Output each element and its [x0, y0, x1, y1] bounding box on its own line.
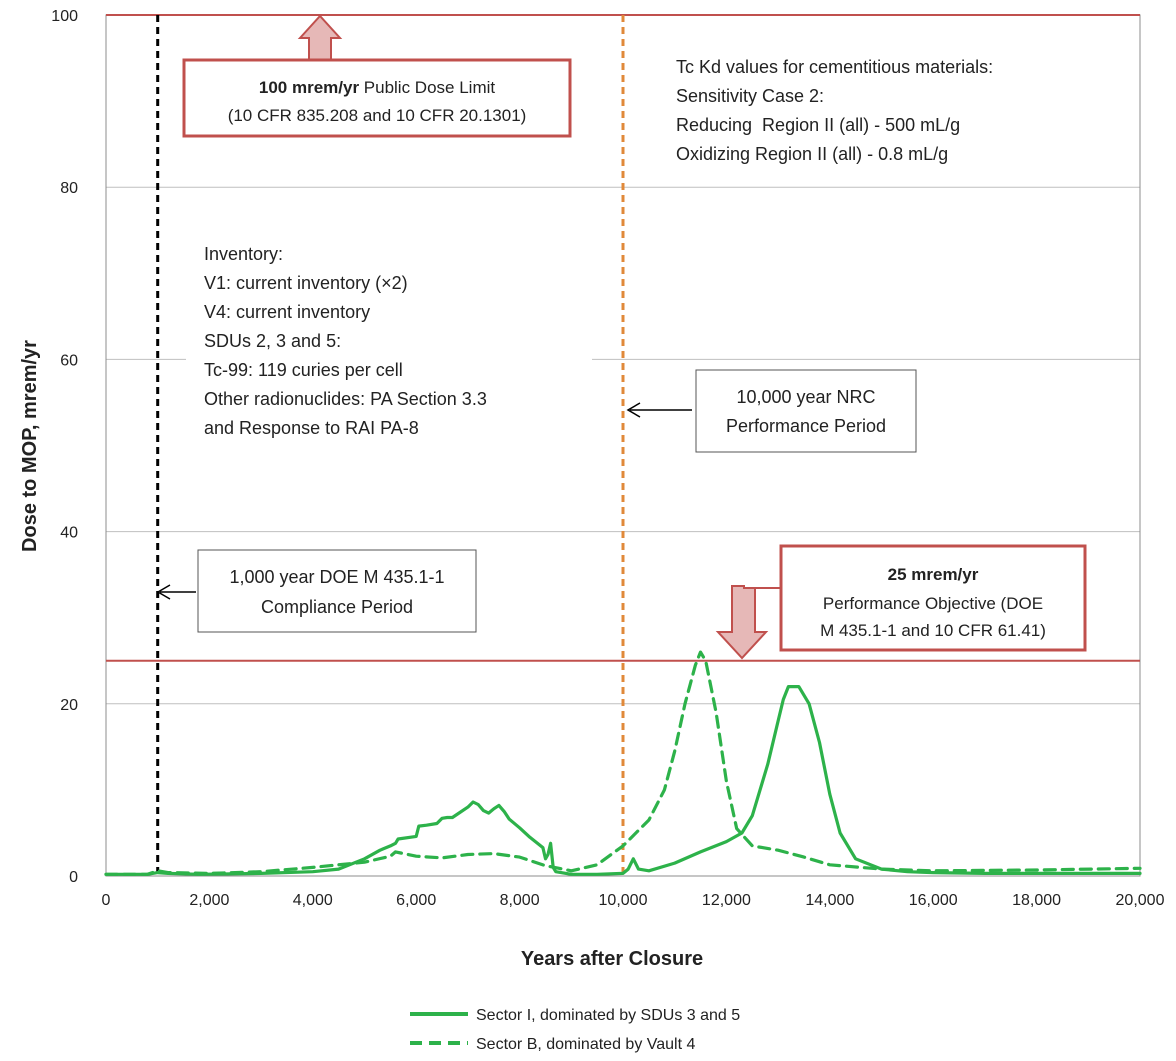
public-limit-label: 100 mrem/yr Public Dose Limit: [259, 78, 496, 97]
nrc-period-annotation: 10,000 year NRC Performance Period: [626, 369, 917, 453]
y-tick-label: 0: [69, 869, 78, 886]
x-axis-title: Years after Closure: [521, 948, 703, 970]
inventory-line-3: V4: current inventory: [204, 302, 370, 322]
x-tick-label: 10,000: [599, 892, 648, 909]
x-tick-label: 8,000: [500, 892, 540, 909]
axis-tick-labels: 0 20 40 60 80 100 0 2,000 4,000 6,000 8,000 10,000 1…: [51, 8, 1164, 909]
doe-period-box: [197, 549, 477, 633]
inventory-line-7: and Response to RAI PA-8: [204, 418, 419, 438]
perf-objective-box: [779, 544, 1087, 652]
inventory-line-4: SDUs 2, 3 and 5:: [204, 331, 341, 351]
up-arrow-icon: [297, 14, 343, 61]
x-tick-label: 2,000: [189, 892, 229, 909]
perf-objective-line-2: Performance Objective (DOE: [823, 594, 1043, 613]
y-axis-title: Dose to MOP, mrem/yr: [19, 340, 41, 552]
tc-kd-line-4: Oxidizing Region II (all) - 0.8 mL/g: [676, 144, 948, 164]
legend-label-sector-b: Sector B, dominated by Vault 4: [476, 1036, 695, 1053]
series-line-sector-i: [104, 685, 1142, 876]
x-tick-label: 14,000: [805, 892, 854, 909]
x-tick-label: 20,000: [1116, 892, 1165, 909]
y-tick-label: 20: [60, 697, 78, 714]
reference-lines: [106, 14, 1140, 876]
perf-objective-value: 25 mrem/yr: [888, 565, 979, 584]
y-tick-label: 60: [60, 352, 78, 369]
tc-kd-line-1: Tc Kd values for cementitious materials:: [676, 57, 993, 77]
tc-kd-line-2: Sensitivity Case 2:: [676, 86, 824, 106]
bent-down-arrow-icon: [715, 585, 780, 660]
x-tick-label: 0: [102, 892, 111, 909]
series-layer: [104, 650, 1142, 876]
tc-kd-annotation: Tc Kd values for cementitious materials:…: [676, 57, 993, 164]
doe-period-line-2: Compliance Period: [261, 597, 413, 617]
tc-kd-line-3: Reducing Region II (all) - 500 mL/g: [676, 115, 960, 135]
y-tick-label: 80: [60, 180, 78, 197]
inventory-line-5: Tc-99: 119 curies per cell: [204, 360, 403, 380]
inventory-line-6: Other radionuclides: PA Section 3.3: [204, 389, 487, 409]
doe-period-annotation: 1,000 year DOE M 435.1-1 Compliance Peri…: [156, 549, 477, 633]
nrc-period-line-1: 10,000 year NRC: [736, 387, 875, 407]
legend: Sector I, dominated by SDUs 3 and 5 Sect…: [410, 1007, 740, 1053]
y-tick-label: 40: [60, 525, 78, 542]
x-tick-label: 16,000: [909, 892, 958, 909]
x-tick-label: 18,000: [1012, 892, 1061, 909]
public-limit-annotation: 100 mrem/yr Public Dose Limit (10 CFR 83…: [182, 14, 572, 138]
inventory-annotation: Inventory: V1: current inventory (×2) V4…: [186, 232, 592, 462]
x-tick-label: 6,000: [396, 892, 436, 909]
legend-label-sector-i: Sector I, dominated by SDUs 3 and 5: [476, 1007, 740, 1024]
perf-objective-annotation: 25 mrem/yr Performance Objective (DOE M …: [715, 544, 1087, 660]
perf-objective-line-3: M 435.1-1 and 10 CFR 61.41): [820, 621, 1046, 640]
public-limit-citation: (10 CFR 835.208 and 10 CFR 20.1301): [228, 106, 527, 125]
nrc-period-box: [695, 369, 917, 453]
inventory-line-2: V1: current inventory (×2): [204, 273, 408, 293]
nrc-period-line-2: Performance Period: [726, 416, 886, 436]
x-tick-label: 12,000: [702, 892, 751, 909]
inventory-line-1: Inventory:: [204, 244, 283, 264]
public-limit-box: [182, 58, 572, 138]
doe-period-line-1: 1,000 year DOE M 435.1-1: [229, 567, 444, 587]
series-line-sector-b: [104, 650, 1142, 876]
y-tick-label: 100: [51, 8, 78, 25]
x-tick-label: 4,000: [293, 892, 333, 909]
